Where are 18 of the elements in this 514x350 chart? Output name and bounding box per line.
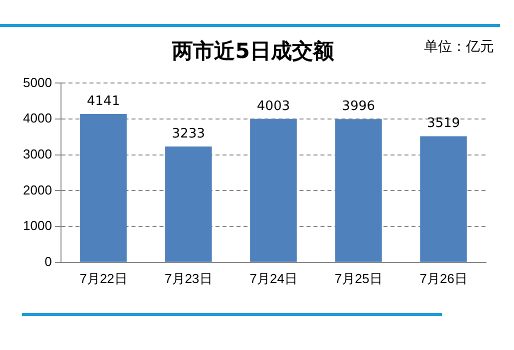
x-tick-label: 7月24日 <box>250 270 298 286</box>
y-tick-label: 1000 <box>23 218 52 234</box>
y-tick-label: 0 <box>44 254 52 269</box>
chart-title: 两市近5日成交额 <box>171 39 335 64</box>
data-label: 4003 <box>256 98 290 114</box>
data-label: 3519 <box>426 116 460 132</box>
x-tick-label: 7月23日 <box>164 270 212 286</box>
x-tick-label: 7月26日 <box>420 270 468 286</box>
y-tick-label: 4000 <box>23 110 52 126</box>
x-tick-label: 7月22日 <box>80 270 128 286</box>
y-tick-label: 2000 <box>23 182 52 198</box>
x-tick-label: 7月25日 <box>334 270 382 286</box>
data-label: 4141 <box>86 94 120 109</box>
y-tick-label: 3000 <box>23 146 52 162</box>
text: 单位：亿元 <box>424 38 494 56</box>
data-label: 3996 <box>342 99 376 114</box>
y-tick-label: 5000 <box>23 74 52 90</box>
data-label: 3233 <box>172 126 205 142</box>
